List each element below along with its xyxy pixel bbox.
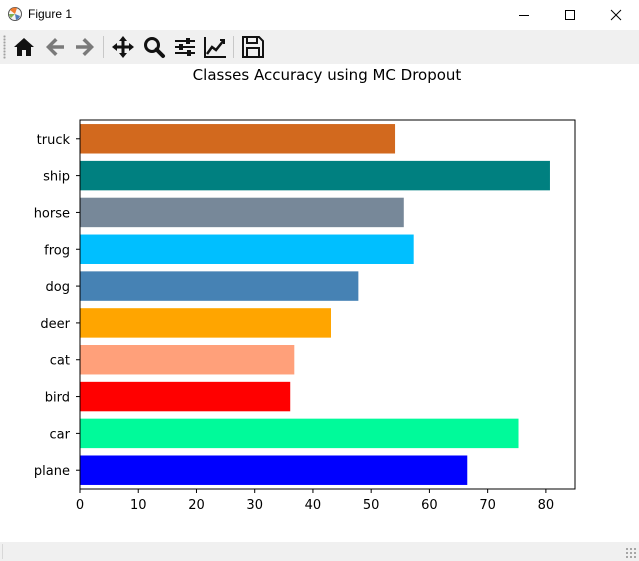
navigation-toolbar — [0, 30, 639, 64]
bar-truck — [80, 124, 396, 154]
minimize-icon — [519, 15, 529, 16]
figure-canvas[interactable]: Classes Accuracy using MC Dropout plane c… — [0, 64, 639, 542]
x-tick-label: 50 — [363, 498, 380, 513]
maximize-icon — [565, 10, 575, 20]
arrow-right-icon — [76, 38, 94, 56]
home-button[interactable] — [11, 34, 37, 60]
status-divider — [2, 544, 3, 559]
x-tick-group: 0 10 20 30 40 50 60 70 80 — [76, 489, 554, 513]
bar-deer — [80, 308, 331, 338]
x-tick-label: 10 — [130, 498, 147, 513]
y-tick-label: cat — [50, 354, 70, 369]
bar-ship — [80, 160, 550, 191]
toolbar-separator — [233, 36, 234, 58]
x-tick-label: 30 — [246, 498, 263, 513]
pan-button[interactable] — [110, 34, 136, 60]
bar-dog — [80, 271, 359, 301]
window-title: Figure 1 — [28, 7, 73, 21]
bar-bird — [80, 381, 291, 412]
home-icon — [14, 38, 34, 56]
bar-horse — [80, 197, 404, 228]
close-icon — [610, 9, 622, 21]
forward-button[interactable] — [72, 34, 98, 60]
bar-frog — [80, 234, 414, 264]
floppy-disk-icon — [242, 36, 264, 58]
y-tick-label: plane — [34, 464, 70, 479]
status-bar — [0, 542, 639, 561]
chart-title: Classes Accuracy using MC Dropout — [193, 66, 462, 84]
configure-subplots-button[interactable] — [172, 34, 198, 60]
sliders-icon — [175, 38, 195, 56]
y-tick-label: ship — [43, 170, 70, 185]
bar-plane — [80, 455, 468, 485]
close-button[interactable] — [593, 0, 639, 30]
x-tick-label: 0 — [76, 498, 84, 513]
move-icon — [112, 36, 134, 58]
toolbar-grip[interactable] — [3, 35, 6, 59]
y-tick-label: car — [50, 427, 71, 442]
line-chart-icon — [204, 37, 226, 58]
minimize-button[interactable] — [501, 0, 547, 30]
x-tick-label: 80 — [538, 498, 555, 513]
toolbar-separator — [103, 36, 104, 58]
bar-car — [80, 418, 519, 449]
y-tick-label: dog — [46, 280, 70, 295]
x-tick-label: 20 — [188, 498, 205, 513]
y-tick-group: plane car bird cat deer dog frog horse ship truck — [34, 133, 80, 479]
y-tick-label: deer — [40, 317, 70, 332]
matplotlib-app-icon — [8, 7, 22, 21]
bar-chart: Classes Accuracy using MC Dropout plane c… — [34, 66, 576, 513]
title-bar: Figure 1 — [0, 0, 639, 30]
arrow-left-icon — [46, 38, 64, 56]
magnifier-icon — [144, 37, 165, 58]
axes-frame — [79, 119, 576, 490]
save-button[interactable] — [240, 34, 266, 60]
maximize-button[interactable] — [547, 0, 593, 30]
bars-group — [80, 124, 550, 485]
x-tick-label: 40 — [305, 498, 322, 513]
resize-grip[interactable] — [625, 547, 637, 559]
y-tick-label: bird — [45, 391, 70, 406]
zoom-button[interactable] — [141, 34, 167, 60]
y-tick-label: truck — [37, 133, 71, 148]
edit-axes-button[interactable] — [202, 34, 228, 60]
x-tick-label: 60 — [421, 498, 438, 513]
y-tick-label: horse — [34, 206, 70, 221]
bar-cat — [80, 345, 295, 375]
x-tick-label: 70 — [479, 498, 496, 513]
y-tick-label: frog — [44, 243, 70, 258]
back-button[interactable] — [42, 34, 68, 60]
